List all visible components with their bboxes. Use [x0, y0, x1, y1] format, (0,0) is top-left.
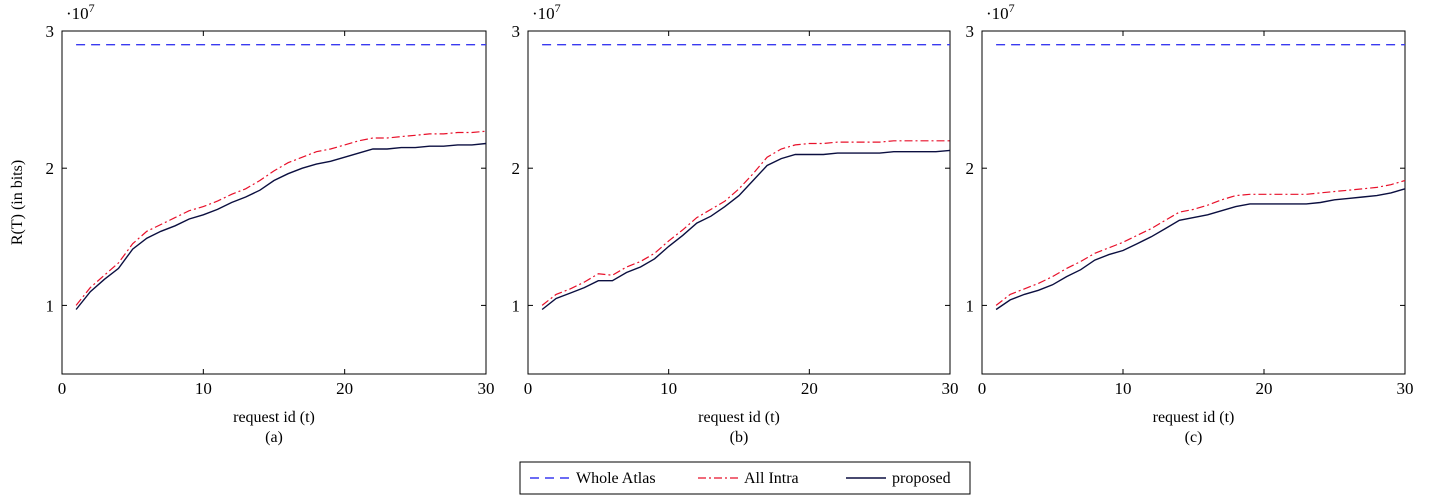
y-axis-multiplier: ·107: [532, 1, 561, 23]
x-axis-label: request id (t): [698, 409, 780, 426]
plot-frame: [61, 30, 487, 375]
series-line-proposed: [75, 142, 487, 310]
panel-caption: (c): [1185, 429, 1203, 446]
y-axis-multiplier: ·107: [66, 1, 95, 23]
y-tick-label: 1: [966, 296, 975, 315]
series-line-proposed: [541, 149, 951, 311]
x-tick-label: 20: [1256, 379, 1273, 398]
x-tick-label: 10: [660, 379, 677, 398]
y-tick-label: 1: [512, 296, 521, 315]
series-line-all-intra: [75, 130, 487, 306]
legend-label: All Intra: [744, 470, 799, 487]
y-tick-label: 2: [966, 159, 975, 178]
x-tick-label: 30: [1397, 379, 1414, 398]
x-tick-label: 0: [524, 379, 533, 398]
panel-caption: (a): [265, 429, 283, 446]
y-tick-label: 3: [512, 22, 521, 41]
x-tick-label: 0: [58, 379, 67, 398]
y-tick-label: 2: [46, 159, 55, 178]
plot-frame: [981, 30, 1406, 375]
plot-frame: [527, 30, 951, 375]
x-tick-label: 30: [478, 379, 495, 398]
chart-panel-2: 0 10 20 30 1 2 3 ·107 request id (t) (b): [512, 1, 959, 446]
legend-label: proposed: [892, 470, 951, 487]
x-tick-label: 10: [1115, 379, 1132, 398]
y-tick-label: 1: [46, 296, 55, 315]
x-tick-label: 30: [942, 379, 959, 398]
legend-box: [519, 461, 971, 495]
x-tick-label: 20: [801, 379, 818, 398]
x-axis-label: request id (t): [1153, 409, 1235, 426]
chart-panel-3: 0 10 20 30 1 2 3 ·107 request id (t) (c): [966, 1, 1414, 446]
legend: Whole Atlas All Intra proposed: [519, 461, 971, 495]
chart-panel-1: 0 10 20 30 1 2 3 ·107 request id (t) (a) R(T) (in …: [9, 1, 495, 446]
y-tick-label: 2: [512, 159, 521, 178]
x-axis-label: request id (t): [233, 409, 315, 426]
series-line-proposed: [995, 188, 1406, 311]
y-tick-label: 3: [966, 22, 975, 41]
x-tick-label: 20: [336, 379, 353, 398]
y-axis-label: R(T) (in bits): [9, 160, 26, 245]
x-tick-label: 10: [195, 379, 212, 398]
series-line-all-intra: [541, 140, 950, 306]
y-axis-multiplier: ·107: [986, 1, 1015, 23]
y-tick-label: 3: [46, 22, 55, 41]
legend-label: Whole Atlas: [576, 470, 656, 487]
x-tick-label: 0: [978, 379, 987, 398]
series-line-all-intra: [995, 179, 1406, 306]
panel-caption: (b): [730, 429, 749, 446]
